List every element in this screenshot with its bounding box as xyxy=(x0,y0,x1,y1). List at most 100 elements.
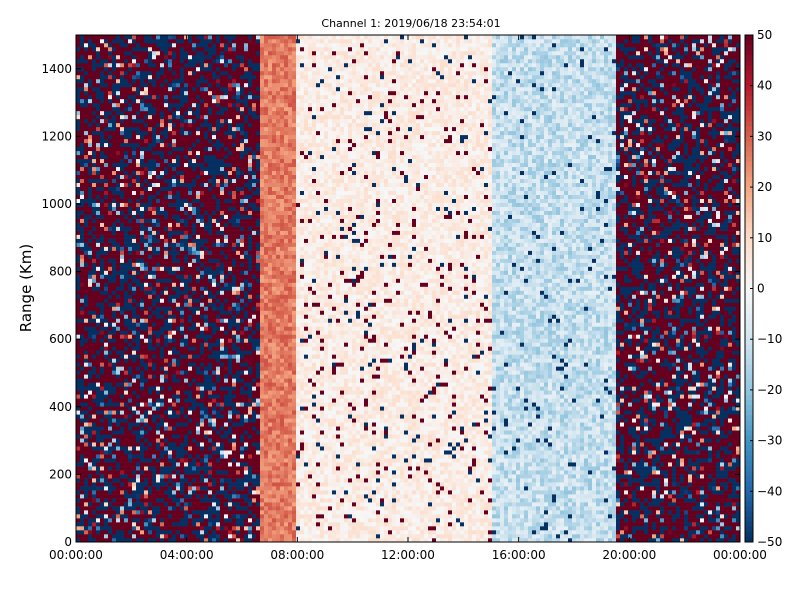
heatmap-cell xyxy=(76,126,81,132)
heatmap-cell xyxy=(144,214,149,219)
heatmap-cell xyxy=(212,114,217,120)
heatmap-cell xyxy=(136,506,141,511)
heatmap-cell xyxy=(144,38,149,44)
heatmap-cell xyxy=(88,474,93,479)
heatmap-cell xyxy=(216,158,221,164)
heatmap-cell xyxy=(220,458,225,463)
heatmap-cell xyxy=(132,510,137,515)
heatmap-cell xyxy=(120,194,125,199)
heatmap-cell xyxy=(176,394,181,399)
heatmap-cell xyxy=(176,318,181,323)
heatmap-cell xyxy=(160,230,165,235)
heatmap-cell xyxy=(128,518,133,523)
heatmap-cell xyxy=(136,282,141,287)
heatmap-cell xyxy=(144,390,149,395)
heatmap-cell xyxy=(220,186,225,191)
heatmap-cell xyxy=(172,202,177,207)
heatmap-cell xyxy=(168,406,173,411)
heatmap-cell xyxy=(80,334,85,339)
heatmap-cell xyxy=(192,426,197,431)
heatmap-cell xyxy=(172,35,177,40)
heatmap-cell xyxy=(136,126,141,132)
heatmap-cell xyxy=(192,466,197,471)
heatmap-cell xyxy=(176,450,181,455)
heatmap-cell xyxy=(156,310,161,315)
heatmap-cell xyxy=(180,78,185,84)
heatmap-cell xyxy=(152,146,157,152)
heatmap-cell xyxy=(172,322,177,327)
heatmap-cell xyxy=(212,346,217,351)
heatmap-cell xyxy=(168,454,173,459)
heatmap-cell xyxy=(172,50,177,56)
heatmap-cell xyxy=(128,470,133,475)
heatmap-cell xyxy=(204,358,209,363)
heatmap-cell xyxy=(164,422,169,427)
heatmap-cell xyxy=(128,266,133,271)
heatmap-cell xyxy=(172,266,177,271)
heatmap-cell xyxy=(92,258,97,263)
heatmap-cell xyxy=(168,198,173,203)
heatmap-cell xyxy=(116,134,121,140)
heatmap-cell xyxy=(152,210,157,215)
heatmap-cell xyxy=(216,206,221,211)
heatmap-cell xyxy=(204,330,209,335)
heatmap-cell xyxy=(144,50,149,56)
heatmap-cell xyxy=(232,374,237,379)
heatmap-cell xyxy=(108,66,113,72)
heatmap-cell xyxy=(116,230,121,235)
heatmap-cell xyxy=(80,302,85,307)
heatmap-cell xyxy=(200,194,205,199)
heatmap-cell xyxy=(124,418,129,423)
heatmap-cell xyxy=(92,214,97,219)
heatmap-cell xyxy=(76,350,81,355)
heatmap-cell xyxy=(132,322,137,327)
heatmap-cell xyxy=(156,122,161,128)
heatmap-cell xyxy=(192,338,197,343)
heatmap-cell xyxy=(120,74,125,80)
heatmap-cell xyxy=(76,482,81,487)
heatmap-cell xyxy=(212,94,217,100)
heatmap-cell xyxy=(112,334,117,339)
heatmap-cell xyxy=(148,350,153,355)
heatmap-cell xyxy=(120,154,125,160)
heatmap-cell xyxy=(160,394,165,399)
heatmap-cell xyxy=(128,222,133,227)
heatmap-cell xyxy=(208,402,213,407)
heatmap-cell xyxy=(172,454,177,459)
heatmap-cell xyxy=(172,434,177,439)
heatmap-cell xyxy=(180,35,185,40)
heatmap-cell xyxy=(196,230,201,235)
heatmap-cell xyxy=(88,50,93,56)
heatmap-cell xyxy=(196,278,201,283)
heatmap-cell xyxy=(76,514,81,519)
heatmap-cell xyxy=(192,130,197,136)
heatmap-cell xyxy=(88,406,93,411)
heatmap-cell xyxy=(216,446,221,451)
heatmap-cell xyxy=(184,246,189,251)
heatmap-cell xyxy=(200,230,205,235)
heatmap-cell xyxy=(160,294,165,299)
heatmap-cell xyxy=(208,214,213,219)
heatmap-cell xyxy=(132,62,137,68)
heatmap-cell xyxy=(188,350,193,355)
heatmap-cell xyxy=(84,42,89,48)
heatmap-cell xyxy=(84,186,89,191)
heatmap-cell xyxy=(160,438,165,443)
heatmap-cell xyxy=(128,118,133,124)
heatmap-cell xyxy=(200,78,205,84)
heatmap-cell xyxy=(116,66,121,72)
heatmap-cell xyxy=(152,418,157,423)
heatmap-cell xyxy=(156,146,161,152)
heatmap-cell xyxy=(168,350,173,355)
heatmap-cell xyxy=(140,358,145,363)
heatmap-cell xyxy=(172,190,177,195)
heatmap-cell xyxy=(124,178,129,184)
heatmap-cell xyxy=(176,86,181,92)
heatmap-cell xyxy=(180,402,185,407)
heatmap-cell xyxy=(204,54,209,60)
heatmap-cell xyxy=(160,106,165,112)
heatmap-cell xyxy=(196,122,201,128)
heatmap-cell xyxy=(176,150,181,156)
heatmap-cell xyxy=(76,430,81,435)
heatmap-cell xyxy=(208,466,213,471)
